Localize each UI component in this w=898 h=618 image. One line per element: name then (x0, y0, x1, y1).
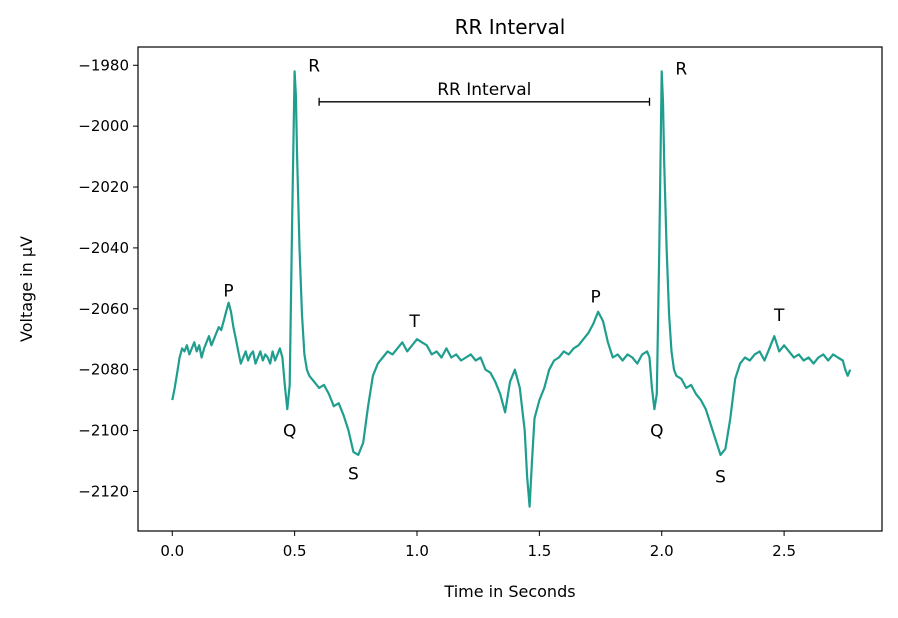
x-tick-label: 2.0 (650, 542, 674, 560)
wave-label-p: P (223, 282, 233, 302)
chart-title: RR Interval (455, 15, 566, 39)
wave-label-p: P (591, 288, 601, 308)
y-tick-label: −2120 (78, 482, 129, 500)
x-axis-label: Time in Seconds (443, 582, 575, 601)
y-tick-label: −1980 (78, 56, 129, 74)
wave-label-q: Q (283, 422, 296, 442)
y-tick-label: −2040 (78, 239, 129, 257)
x-tick-label: 1.0 (405, 542, 429, 560)
y-tick-label: −2000 (78, 117, 129, 135)
wave-label-r: R (308, 56, 320, 76)
y-tick-label: −2060 (78, 300, 129, 318)
plot-area (171, 70, 852, 508)
y-tick-label: −2100 (78, 422, 129, 440)
rr-interval-label: RR Interval (437, 80, 531, 100)
x-tick-label: 0.5 (283, 542, 307, 560)
x-tick-label: 0.0 (160, 542, 184, 560)
annotations: RR Interval P Q R S T P Q R S T (223, 56, 785, 487)
y-axis-label: Voltage in µV (17, 236, 36, 342)
x-axis: 0.0 0.5 1.0 1.5 2.0 2.5 (160, 531, 796, 560)
wave-label-s: S (348, 464, 359, 484)
wave-label-s: S (715, 467, 726, 487)
wave-label-q: Q (650, 422, 663, 442)
x-tick-label: 2.5 (772, 542, 796, 560)
ecg-signal-line (171, 70, 852, 508)
wave-label-r: R (675, 59, 687, 79)
plot-frame (137, 46, 883, 532)
y-axis: −1980 −2000 −2020 −2040 −2060 −2080 −2100 −2120 (78, 56, 138, 500)
y-tick-label: −2020 (78, 178, 129, 196)
y-tick-label: −2080 (78, 361, 129, 379)
x-tick-label: 1.5 (527, 542, 551, 560)
wave-label-t: T (773, 306, 785, 326)
wave-label-t: T (408, 312, 420, 332)
